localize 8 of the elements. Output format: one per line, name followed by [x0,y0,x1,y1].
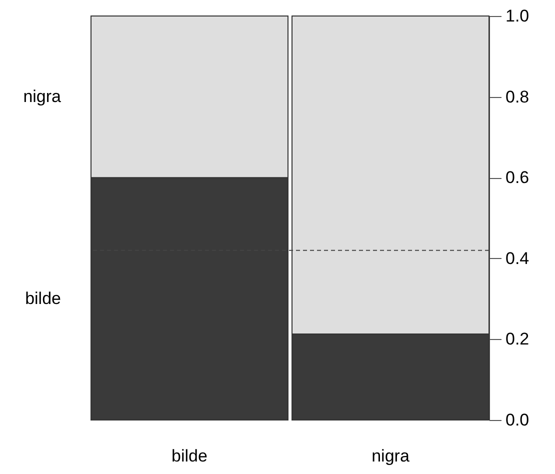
y-tick-label: 0.2 [506,330,530,349]
y-tick-label: 1.0 [506,6,530,26]
series-label: nigra [23,86,62,106]
y-tick-label: 0.8 [506,87,530,106]
series-label: bilde [25,288,61,308]
y-tick-label: 0.4 [506,248,530,268]
y-tick-label: 0.0 [506,410,530,430]
y-tick-label: 0.6 [506,168,530,188]
